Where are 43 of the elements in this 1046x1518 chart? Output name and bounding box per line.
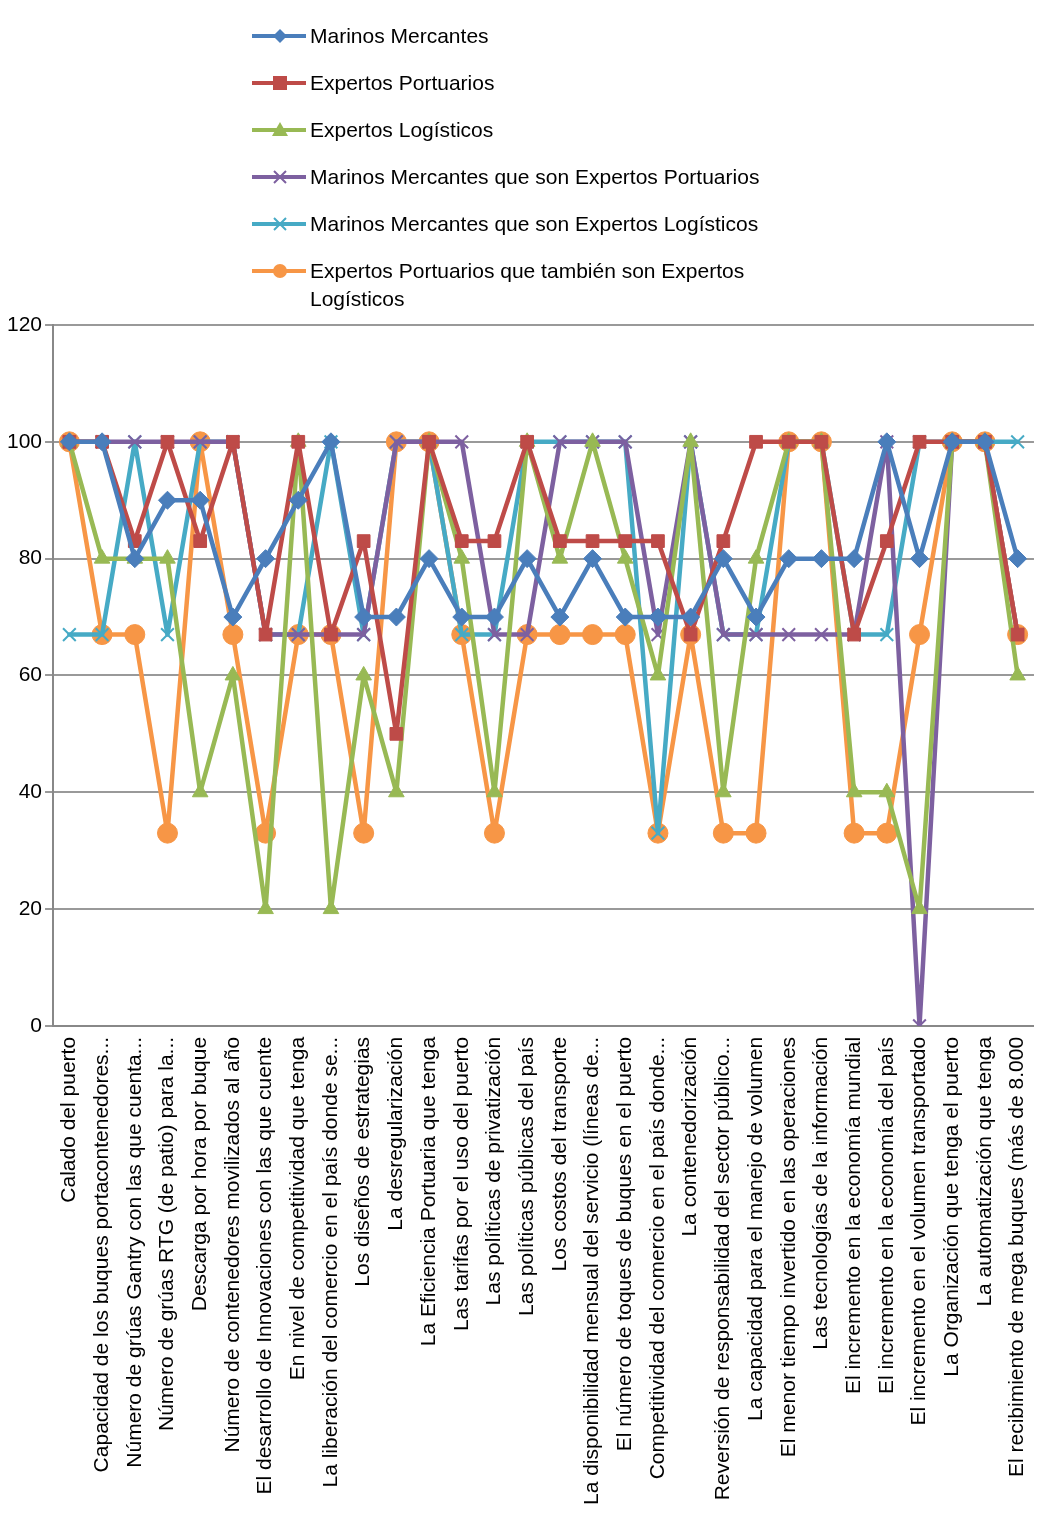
x-tick-label: El desarrollo de Innovaciones con las que cuente xyxy=(252,1036,276,1495)
x-tick-label: Capacidad de los buques portacontenedores... xyxy=(88,1036,112,1473)
x-tick-label: El recibimiento de mega buques (más de 8.000 xyxy=(1004,1036,1028,1477)
x-tick-label: La desregularización xyxy=(383,1036,407,1231)
x-tick-label: La contenedorización xyxy=(677,1036,701,1237)
legend-label: Marinos Mercantes xyxy=(310,23,489,49)
x-tick-label: Las políticas públicas del país xyxy=(513,1036,537,1316)
x-tick-label: La capacidad para el manejo de volumen xyxy=(742,1036,766,1421)
x-tick-label: Calado del puerto xyxy=(56,1036,80,1203)
legend-label: Expertos Portuarios que también son Expertos Logísticos xyxy=(310,258,746,312)
y-tick-label: 60 xyxy=(18,662,43,686)
legend-label: Marinos Mercantes que son Expertos Logísticos xyxy=(310,211,759,237)
x-tick-label: El menor tiempo invertido en las operaciones xyxy=(775,1036,799,1458)
legend-label: Marinos Mercantes que son Expertos Portuarios xyxy=(310,164,760,190)
x-tick-label: El incremento en la economía mundial xyxy=(840,1036,864,1395)
x-tick-label: Competitividad del comercio en el país donde... xyxy=(644,1036,668,1480)
x-tick-label: La automatización que tenga xyxy=(971,1036,995,1307)
x-tick-label: El incremento en la economía del país xyxy=(873,1036,897,1395)
x-tick-label: El número de toques de buques en el puerto xyxy=(612,1036,636,1452)
y-tick-label: 100 xyxy=(6,428,43,452)
x-tick-label: Número de contenedores movilizados al año xyxy=(219,1036,243,1453)
y-tick-label: 80 xyxy=(18,545,43,569)
x-tick-label: La Organización que tenga el puerto xyxy=(939,1036,963,1377)
x-tick-label: La liberación del comercio en el país donde se... xyxy=(317,1036,341,1488)
y-tick-label: 20 xyxy=(18,895,43,919)
x-tick-label: Reversión de responsabilidad del sector público... xyxy=(710,1036,734,1501)
x-tick-label: La Eficiencia Portuaria que tenga xyxy=(415,1036,439,1347)
legend-label: Expertos Logísticos xyxy=(310,117,494,143)
y-tick-label: 40 xyxy=(18,779,43,803)
legend-label: Expertos Portuarios xyxy=(310,70,495,96)
x-tick-label: Las tarifas por el uso del puerto xyxy=(448,1036,472,1332)
x-tick-label: Número de grúas Gantry con las que cuenta... xyxy=(121,1036,145,1468)
x-tick-label: La disponibilidad mensual del servicio (líneas de... xyxy=(579,1036,603,1506)
x-tick-label: Los diseños de estrategias xyxy=(350,1036,374,1287)
x-tick-label: Descarga por hora por buque xyxy=(186,1036,210,1312)
y-tick-label: 0 xyxy=(30,1012,43,1036)
x-tick-label: El incremento en el volumen transportado xyxy=(906,1036,930,1426)
x-tick-label: Las políticas de privatización xyxy=(481,1036,505,1306)
y-tick-label: 120 xyxy=(6,311,43,335)
x-tick-label: Los costos del transporte xyxy=(546,1036,570,1272)
x-tick-label: Número de grúas RTG (de patio) para la... xyxy=(154,1036,178,1432)
x-tick-label: En nivel de competitividad que tenga xyxy=(285,1036,309,1381)
x-tick-label: Las tecnologías de la información xyxy=(808,1036,832,1350)
